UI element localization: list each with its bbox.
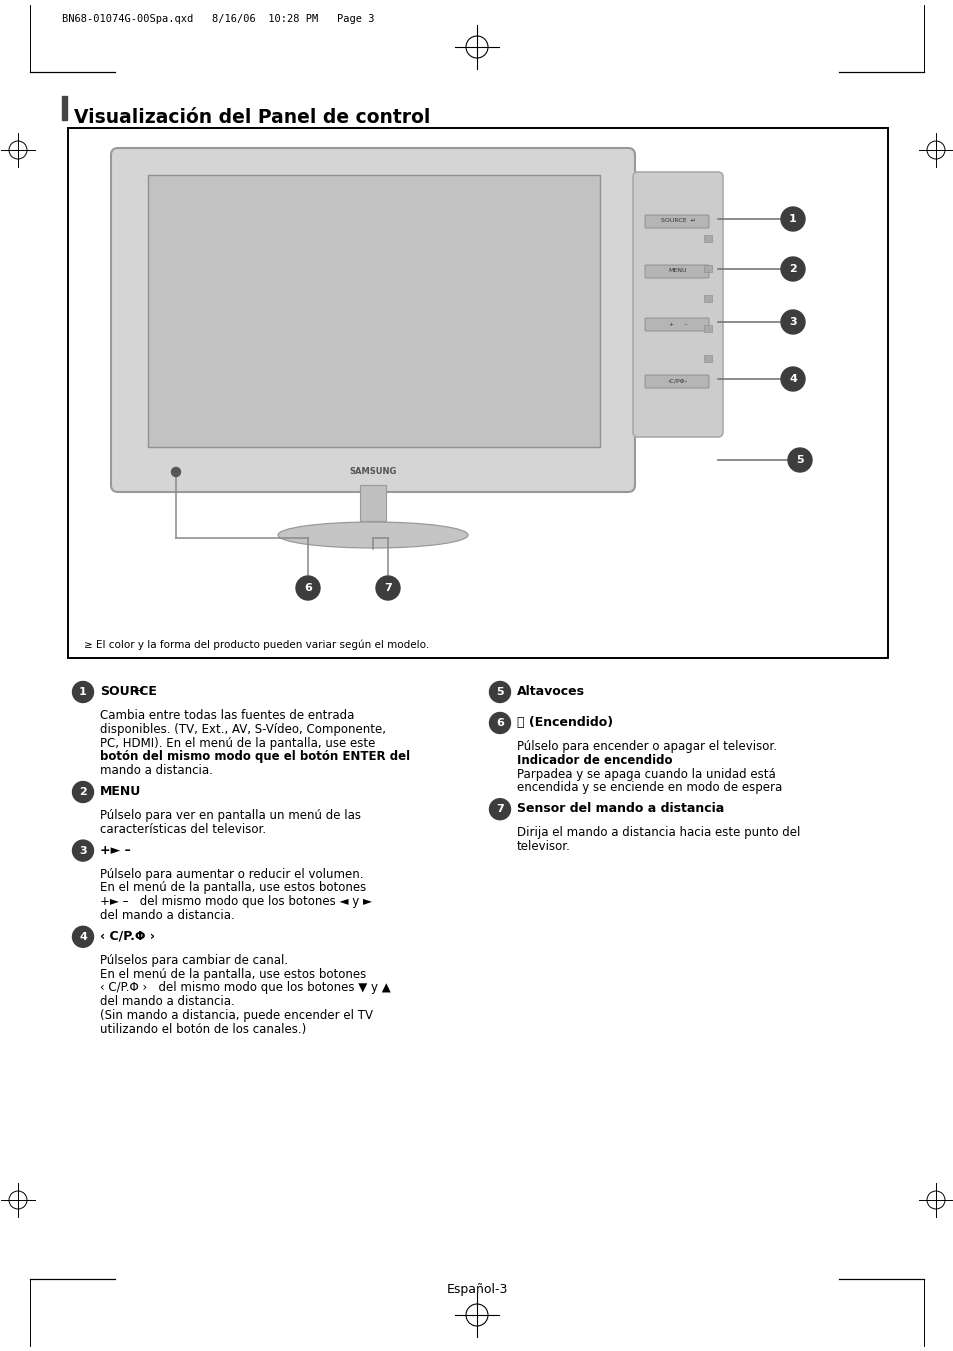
- Text: disponibles. (TV, Ext., AV, S-Vídeo, Componente,: disponibles. (TV, Ext., AV, S-Vídeo, Com…: [100, 723, 386, 736]
- Text: Indicador de encendido: Indicador de encendido: [517, 754, 672, 767]
- Text: ≥ El color y la forma del producto pueden variar según el modelo.: ≥ El color y la forma del producto puede…: [84, 640, 429, 650]
- Text: Altavoces: Altavoces: [517, 685, 584, 698]
- Circle shape: [72, 840, 93, 861]
- Circle shape: [781, 257, 804, 281]
- FancyBboxPatch shape: [644, 376, 708, 388]
- Text: SAMSUNG: SAMSUNG: [349, 467, 396, 476]
- Text: Dirija el mando a distancia hacia este punto del: Dirija el mando a distancia hacia este p…: [517, 827, 800, 839]
- Text: 2: 2: [79, 788, 87, 797]
- Circle shape: [72, 781, 93, 802]
- Text: 4: 4: [788, 374, 796, 384]
- Text: botón del mismo modo que el botón ENTER del: botón del mismo modo que el botón ENTER …: [100, 750, 410, 763]
- Circle shape: [295, 576, 319, 600]
- FancyBboxPatch shape: [111, 149, 635, 492]
- Text: 6: 6: [304, 584, 312, 593]
- FancyBboxPatch shape: [633, 172, 722, 436]
- Text: 2: 2: [788, 263, 796, 274]
- Text: televisor.: televisor.: [517, 840, 570, 852]
- Text: Púlselo para aumentar o reducir el volumen.: Púlselo para aumentar o reducir el volum…: [100, 867, 363, 881]
- Circle shape: [781, 207, 804, 231]
- Circle shape: [787, 449, 811, 471]
- Bar: [68, 128, 887, 658]
- Text: 6: 6: [496, 717, 503, 728]
- Text: (Sin mando a distancia, puede encender el TV: (Sin mando a distancia, puede encender e…: [100, 1009, 373, 1021]
- Text: Cambia entre todas las fuentes de entrada: Cambia entre todas las fuentes de entrad…: [100, 709, 354, 721]
- Circle shape: [489, 681, 510, 703]
- Bar: [703, 265, 711, 272]
- Text: encendida y se enciende en modo de espera: encendida y se enciende en modo de esper…: [517, 781, 781, 794]
- Text: 7: 7: [384, 584, 392, 593]
- Bar: [62, 96, 67, 120]
- Text: mando a distancia.: mando a distancia.: [100, 765, 213, 777]
- FancyBboxPatch shape: [644, 317, 708, 331]
- Bar: [703, 235, 711, 242]
- Text: PC, HDMI). En el menú de la pantalla, use este: PC, HDMI). En el menú de la pantalla, us…: [100, 736, 375, 750]
- Text: 7: 7: [496, 804, 503, 815]
- Circle shape: [375, 576, 399, 600]
- Text: características del televisor.: características del televisor.: [100, 823, 266, 836]
- Text: 4: 4: [79, 932, 87, 942]
- Circle shape: [72, 681, 93, 703]
- Circle shape: [172, 467, 180, 477]
- Text: 3: 3: [788, 317, 796, 327]
- Circle shape: [781, 309, 804, 334]
- Text: ‹ C/P.Φ ›   del mismo modo que los botones ▼ y ▲: ‹ C/P.Φ › del mismo modo que los botones…: [100, 981, 391, 994]
- Text: Púlselos para cambiar de canal.: Púlselos para cambiar de canal.: [100, 954, 288, 967]
- Bar: [359, 485, 386, 521]
- Text: MENU: MENU: [100, 785, 141, 798]
- Bar: [703, 295, 711, 303]
- Bar: [148, 176, 599, 447]
- Text: SOURCE: SOURCE: [100, 685, 156, 698]
- FancyBboxPatch shape: [644, 215, 708, 228]
- Text: Visualización del Panel de control: Visualización del Panel de control: [74, 108, 430, 127]
- Text: ⏻ (Encendido): ⏻ (Encendido): [517, 716, 613, 730]
- Text: 5: 5: [496, 688, 503, 697]
- Text: del mando a distancia.: del mando a distancia.: [100, 996, 234, 1008]
- Text: utilizando el botón de los canales.): utilizando el botón de los canales.): [100, 1023, 306, 1036]
- Bar: [703, 326, 711, 332]
- Text: Púlselo para ver en pantalla un menú de las: Púlselo para ver en pantalla un menú de …: [100, 809, 360, 821]
- Circle shape: [72, 927, 93, 947]
- Text: 5: 5: [796, 455, 803, 465]
- Text: MENU: MENU: [668, 269, 686, 273]
- Circle shape: [489, 712, 510, 734]
- Text: del mando a distancia.: del mando a distancia.: [100, 909, 234, 921]
- Text: +► –: +► –: [100, 843, 131, 857]
- Circle shape: [781, 367, 804, 390]
- Text: +► –   del mismo modo que los botones ◄ y ►: +► – del mismo modo que los botones ◄ y …: [100, 896, 372, 908]
- Text: ↵: ↵: [134, 685, 145, 698]
- Text: SOURCE  ↵: SOURCE ↵: [659, 219, 695, 223]
- Circle shape: [489, 798, 510, 820]
- Text: Sensor del mando a distancia: Sensor del mando a distancia: [517, 802, 723, 815]
- Text: BN68-01074G-00Spa.qxd   8/16/06  10:28 PM   Page 3: BN68-01074G-00Spa.qxd 8/16/06 10:28 PM P…: [62, 14, 375, 24]
- Text: Español-3: Español-3: [446, 1283, 507, 1296]
- Text: En el menú de la pantalla, use estos botones: En el menú de la pantalla, use estos bot…: [100, 881, 366, 894]
- Text: 1: 1: [788, 213, 796, 224]
- Text: ‹C/PΦ›: ‹C/PΦ›: [667, 378, 687, 384]
- FancyBboxPatch shape: [644, 265, 708, 278]
- Text: ‹ C/P.Φ ›: ‹ C/P.Φ ›: [100, 929, 154, 943]
- Text: En el menú de la pantalla, use estos botones: En el menú de la pantalla, use estos bot…: [100, 967, 366, 981]
- Text: 3: 3: [79, 846, 87, 855]
- Text: +     –: + –: [668, 322, 686, 327]
- Text: Púlselo para encender o apagar el televisor.: Púlselo para encender o apagar el televi…: [517, 740, 776, 753]
- Text: Parpadea y se apaga cuando la unidad está: Parpadea y se apaga cuando la unidad est…: [517, 767, 775, 781]
- Bar: [703, 355, 711, 362]
- Text: 1: 1: [79, 688, 87, 697]
- Ellipse shape: [277, 521, 468, 549]
